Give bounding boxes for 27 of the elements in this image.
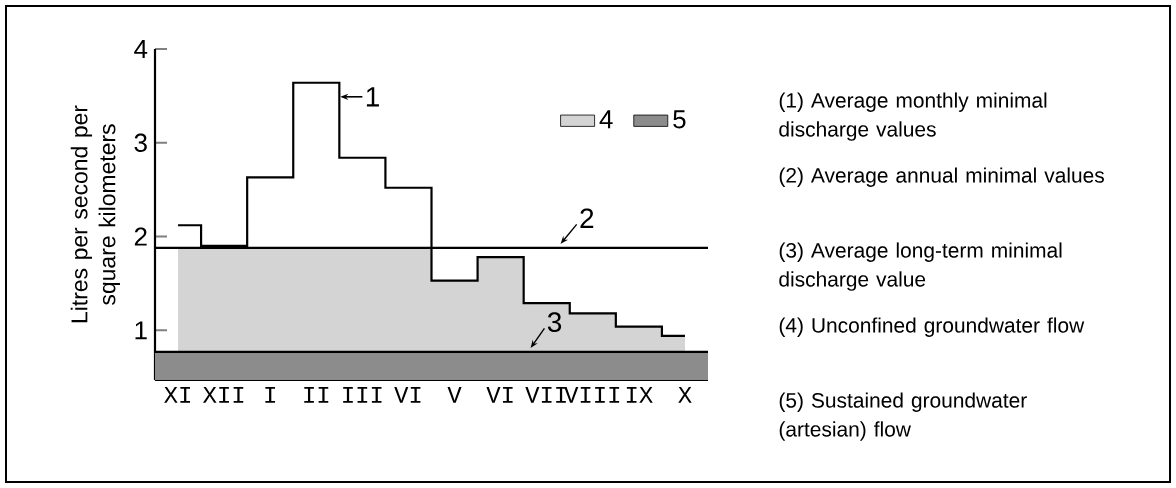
legend-label: 4 [599, 110, 613, 129]
x-tick-label: IX [626, 387, 653, 403]
annotation: 3 [547, 312, 562, 333]
legend-label: 5 [673, 110, 686, 129]
x-tick-label: VII [525, 387, 566, 403]
text: (2) Average annual minimal values [779, 167, 1104, 187]
y-tick-label: 2 [134, 227, 147, 246]
text: (1) Average monthly minimal discharge values [779, 92, 1047, 141]
x-tick-label: I [265, 387, 275, 403]
x-tick-label: VI [486, 387, 513, 403]
y-tick-label: 4 [134, 40, 148, 58]
text: (4) Unconfined groundwater flow [779, 317, 1085, 337]
y-axis-title: Litres per second per square kilometers [70, 105, 120, 323]
x-tick-label: XI [164, 387, 191, 403]
y-tick-label: 3 [134, 133, 147, 152]
annotation: 2 [580, 208, 594, 228]
x-tick-label: XII [203, 387, 244, 403]
x-tick-label: V [447, 387, 462, 403]
x-tick-label: II [304, 387, 329, 403]
x-tick-label: III [343, 387, 382, 403]
x-tick-label: VIII [564, 387, 620, 403]
text: (3) Average long-term minimal discharge value [779, 242, 1062, 291]
annotation: 1 [366, 87, 379, 107]
y-tick-label: 1 [135, 321, 147, 340]
x-tick-label: X [678, 387, 692, 403]
x-tick-label: VI [394, 387, 421, 403]
text: (5) Sustained groundwater (artesian) flow [779, 392, 1027, 441]
